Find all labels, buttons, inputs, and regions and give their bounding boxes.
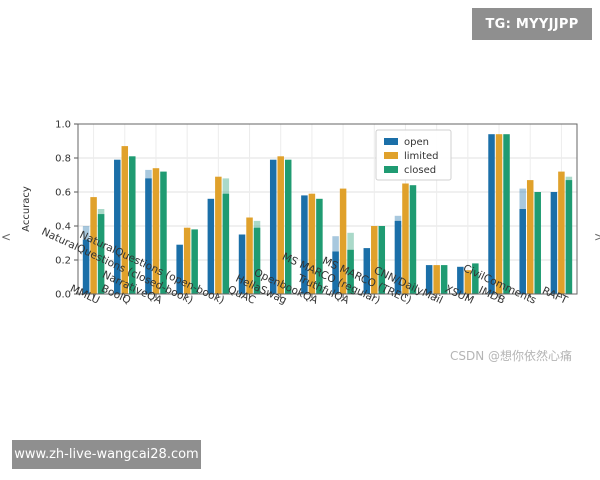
y-axis-label: Accuracy [21, 186, 32, 232]
bars [82, 134, 573, 294]
bar-open [82, 239, 90, 294]
chevron-right-icon[interactable]: > [594, 230, 600, 244]
bar-closed [129, 156, 136, 294]
legend-label-open: open [404, 137, 429, 148]
legend: open limited closed [375, 129, 452, 181]
bar-limited [371, 226, 378, 294]
bar-open [145, 178, 152, 294]
bar-closed [160, 171, 167, 294]
bar-open [207, 198, 215, 294]
bar-closed [253, 227, 261, 294]
bar-open [550, 192, 558, 294]
bar-closed [191, 229, 198, 294]
bar-open [363, 248, 371, 294]
csdn-watermark: CSDN @想你依然心痛 [450, 349, 573, 363]
bar-limited [464, 270, 472, 294]
bar-closed [316, 198, 323, 294]
bar-limited [183, 227, 191, 294]
bar-limited [433, 265, 440, 294]
y-tick-label: 1.0 [55, 120, 71, 131]
bar-limited [215, 176, 222, 294]
bar-closed [378, 226, 386, 294]
bar-closed [97, 214, 105, 294]
bar-closed [347, 249, 354, 294]
bar-closed [222, 193, 230, 294]
y-tick-label: 0.6 [55, 188, 71, 199]
telegram-watermark: TG: MYYJJPP [472, 8, 592, 40]
bar-limited [308, 193, 316, 294]
bar-open [176, 244, 183, 294]
bar-closed [409, 185, 417, 294]
y-tick-label: 0.0 [55, 290, 71, 301]
bar-closed [440, 265, 448, 294]
bar-limited [90, 197, 97, 294]
legend-swatch-closed [384, 166, 398, 173]
bar-open [394, 220, 402, 294]
bar-closed [565, 180, 573, 294]
bar-open [114, 159, 121, 294]
chevron-left-icon[interactable]: < [1, 230, 12, 244]
bar-limited [121, 146, 129, 294]
bar-closed [472, 263, 479, 294]
y-tick-label: 0.8 [55, 154, 71, 165]
axes [74, 123, 578, 298]
y-tick-label: 0.4 [55, 222, 71, 233]
bar-open [269, 159, 277, 294]
bar-limited [402, 183, 409, 294]
bar-limited [277, 156, 284, 294]
bar-open [457, 266, 464, 294]
bar-open [425, 265, 433, 294]
bar-limited [495, 134, 503, 294]
bar-limited [152, 168, 160, 294]
bar-limited [558, 171, 565, 294]
legend-swatch-open [384, 138, 398, 145]
y-tick-label: 0.2 [55, 256, 71, 267]
site-url-watermark: www.zh-live-wangcai28.com [12, 440, 201, 469]
bar-open [519, 209, 526, 294]
plot-frame [77, 123, 578, 295]
bar-limited [339, 188, 347, 294]
bar-open [238, 234, 246, 294]
legend-swatch-limited [384, 152, 398, 159]
bar-limited [526, 180, 534, 294]
bar-limited [246, 217, 253, 294]
bar-open [301, 195, 308, 294]
bar-closed [284, 159, 292, 294]
bar-open [332, 251, 339, 294]
bar-closed [503, 134, 510, 294]
bar-open [488, 134, 495, 294]
legend-label-limited: limited [404, 151, 439, 162]
legend-label-closed: closed [404, 165, 436, 176]
bar-closed [534, 192, 541, 294]
